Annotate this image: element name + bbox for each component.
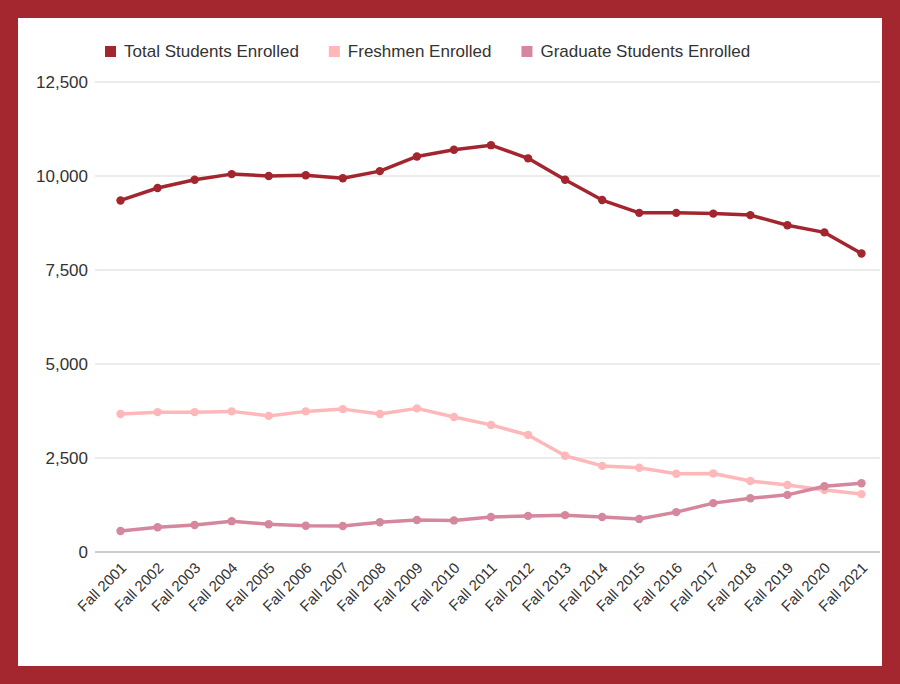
y-tick-label: 10,000 bbox=[36, 167, 88, 186]
y-tick-label: 7,500 bbox=[45, 261, 88, 280]
point bbox=[190, 176, 198, 184]
y-tick-label: 0 bbox=[79, 543, 88, 562]
y-tick-label: 12,500 bbox=[36, 73, 88, 92]
point bbox=[635, 515, 643, 523]
point bbox=[746, 211, 754, 219]
series-line bbox=[121, 408, 862, 494]
point bbox=[227, 407, 235, 415]
point bbox=[302, 407, 310, 415]
chart: 02,5005,0007,50010,00012,500Fall 2001Fal… bbox=[0, 0, 900, 684]
point bbox=[376, 410, 384, 418]
point bbox=[265, 520, 273, 528]
grid-line bbox=[95, 552, 880, 553]
point bbox=[672, 470, 680, 478]
point bbox=[302, 521, 310, 529]
point bbox=[598, 196, 606, 204]
background bbox=[18, 18, 882, 666]
point bbox=[413, 152, 421, 160]
point bbox=[709, 469, 717, 477]
point bbox=[450, 516, 458, 524]
series-line bbox=[121, 483, 862, 531]
point bbox=[635, 464, 643, 472]
y-tick-label: 5,000 bbox=[45, 355, 88, 374]
point bbox=[524, 512, 532, 520]
y-tick-label: 2,500 bbox=[45, 449, 88, 468]
point bbox=[265, 172, 273, 180]
point bbox=[116, 410, 124, 418]
point bbox=[857, 249, 865, 257]
point bbox=[487, 141, 495, 149]
legend-swatch bbox=[521, 46, 532, 57]
point bbox=[524, 154, 532, 162]
point bbox=[561, 176, 569, 184]
point bbox=[190, 408, 198, 416]
grid-line bbox=[95, 82, 880, 83]
legend-label: Freshmen Enrolled bbox=[348, 42, 492, 61]
point bbox=[857, 490, 865, 498]
point bbox=[227, 170, 235, 178]
legend-label: Total Students Enrolled bbox=[124, 42, 299, 61]
grid-line bbox=[95, 458, 880, 459]
point bbox=[820, 482, 828, 490]
y-axis-line bbox=[95, 82, 96, 552]
legend-label: Graduate Students Enrolled bbox=[540, 42, 750, 61]
point bbox=[487, 421, 495, 429]
point bbox=[709, 209, 717, 217]
point bbox=[450, 145, 458, 153]
point bbox=[672, 209, 680, 217]
series-line bbox=[121, 145, 862, 253]
grid-line bbox=[95, 364, 880, 365]
point bbox=[450, 413, 458, 421]
point bbox=[339, 174, 347, 182]
point bbox=[820, 228, 828, 236]
point bbox=[376, 167, 384, 175]
grid-line bbox=[95, 270, 880, 271]
point bbox=[116, 527, 124, 535]
point bbox=[857, 479, 865, 487]
point bbox=[598, 513, 606, 521]
point bbox=[116, 196, 124, 204]
legend-swatch bbox=[105, 46, 116, 57]
point bbox=[746, 494, 754, 502]
legend-swatch bbox=[329, 46, 340, 57]
point bbox=[190, 521, 198, 529]
point bbox=[265, 412, 273, 420]
point bbox=[561, 511, 569, 519]
point bbox=[783, 481, 791, 489]
frame bbox=[0, 0, 900, 684]
point bbox=[783, 491, 791, 499]
point bbox=[153, 523, 161, 531]
point bbox=[709, 499, 717, 507]
point bbox=[302, 171, 310, 179]
point bbox=[561, 452, 569, 460]
point bbox=[672, 508, 680, 516]
point bbox=[598, 462, 606, 470]
point bbox=[413, 404, 421, 412]
plot-data bbox=[116, 141, 865, 535]
point bbox=[746, 477, 754, 485]
point bbox=[339, 522, 347, 530]
point bbox=[376, 518, 384, 526]
point bbox=[153, 184, 161, 192]
point bbox=[153, 408, 161, 416]
point bbox=[413, 516, 421, 524]
point bbox=[339, 405, 347, 413]
point bbox=[227, 517, 235, 525]
x-tick-label: Fall 2021 bbox=[815, 559, 871, 615]
point bbox=[783, 221, 791, 229]
point bbox=[524, 431, 532, 439]
point bbox=[487, 513, 495, 521]
point bbox=[635, 209, 643, 217]
